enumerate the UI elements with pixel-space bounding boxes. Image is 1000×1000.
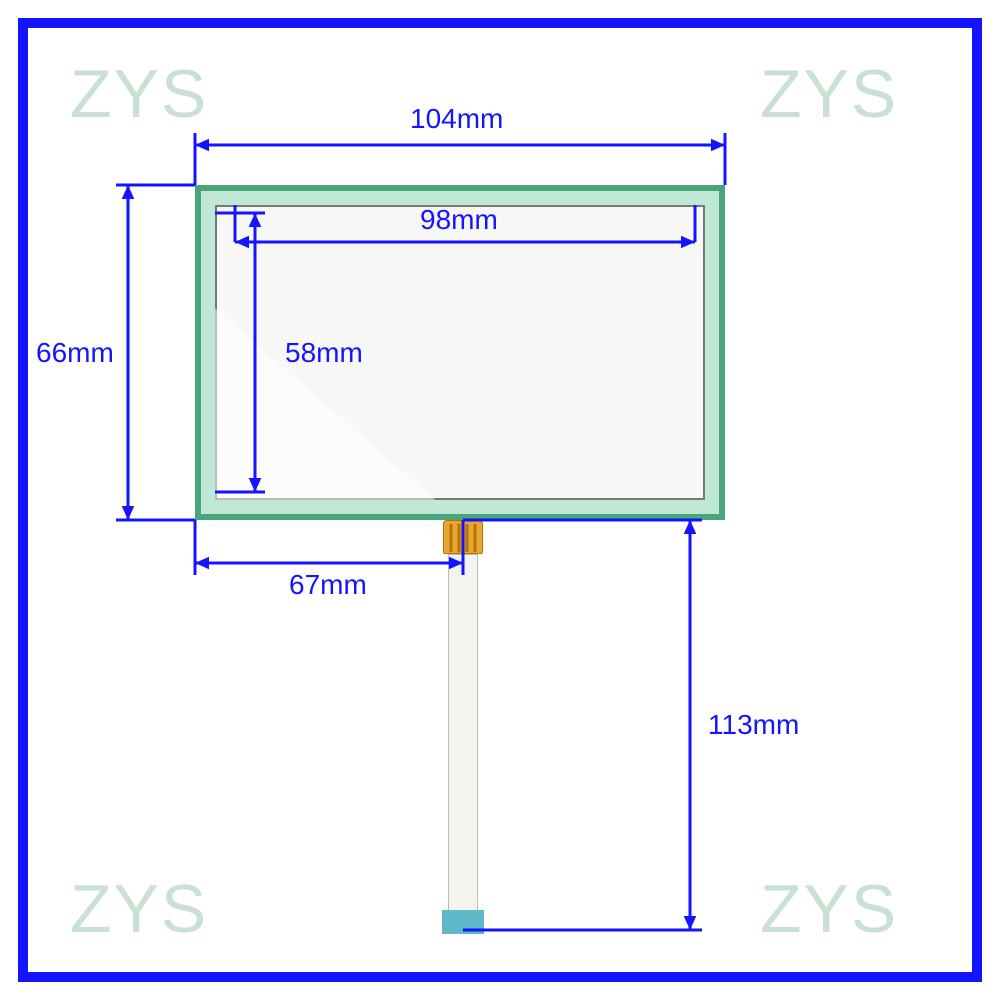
dimension-lines xyxy=(0,0,1000,1000)
dim-height-outer: 66mm xyxy=(36,337,114,369)
dim-cable-offset: 67mm xyxy=(289,569,367,601)
dim-height-inner: 58mm xyxy=(285,337,363,369)
dim-width-outer: 104mm xyxy=(410,103,503,135)
dim-width-inner: 98mm xyxy=(420,204,498,236)
dim-cable-length: 113mm xyxy=(708,709,799,741)
